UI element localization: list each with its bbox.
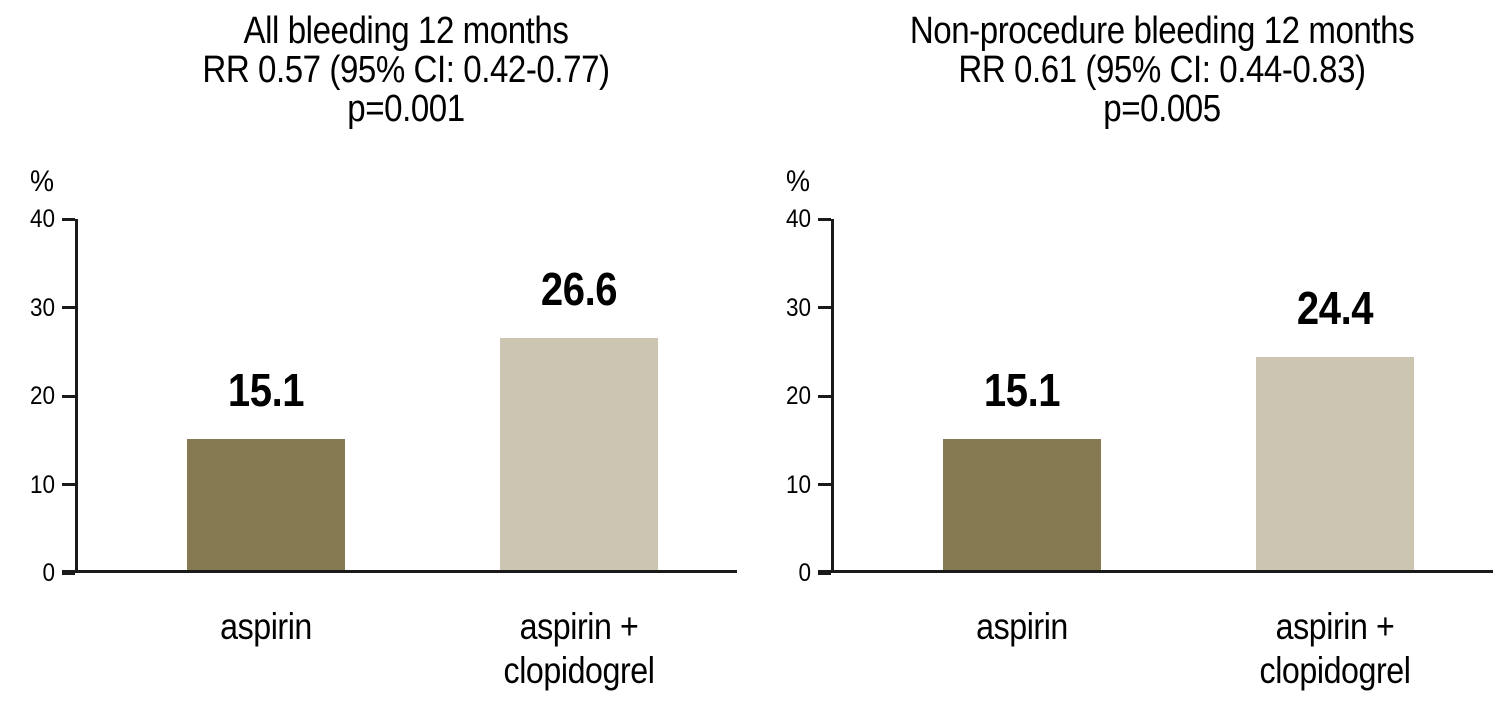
y-axis-unit-label: % xyxy=(786,165,811,198)
chart-title-line-1: All bleeding 12 months xyxy=(243,10,569,52)
y-axis-tick xyxy=(62,217,75,221)
y-axis-tick xyxy=(62,306,75,309)
y-axis-tick xyxy=(818,217,831,221)
chart-title-line-rr: RR 0.57 (95% CI: 0.42-0.77) xyxy=(202,49,610,91)
chart-title: All bleeding 12 months RR 0.57 (95% CI: … xyxy=(118,12,694,129)
y-axis-tick xyxy=(818,571,831,575)
y-axis-tick xyxy=(62,483,75,486)
y-axis-tick-label: 0 xyxy=(42,559,55,587)
y-axis-tick-label: 30 xyxy=(785,293,811,322)
y-axis-tick xyxy=(818,394,831,398)
bar-value-label-aspirin-clopidogrel: 24.4 xyxy=(1296,282,1374,335)
y-axis-unit-label: % xyxy=(30,165,55,198)
x-axis-label-aspirin: aspirin xyxy=(976,606,1068,647)
y-axis-tick xyxy=(62,394,75,398)
bar-value-label-aspirin: 15.1 xyxy=(227,364,305,417)
y-axis-tick-label: 30 xyxy=(29,293,55,322)
y-axis-tick-label: 20 xyxy=(785,382,811,410)
y-axis-tick-label: 10 xyxy=(29,470,55,499)
chart-title-line-rr: RR 0.61 (95% CI: 0.44-0.83) xyxy=(958,49,1366,91)
panel-all-bleeding: All bleeding 12 months RR 0.57 (95% CI: … xyxy=(30,12,737,691)
y-axis-line xyxy=(75,219,78,573)
bar-aspirin-clopidogrel xyxy=(500,337,658,573)
chart-title: Non-procedure bleeding 12 months RR 0.61… xyxy=(874,12,1450,129)
bar-aspirin-clopidogrel xyxy=(1256,357,1414,573)
panel-non-procedure-bleeding: Non-procedure bleeding 12 months RR 0.61… xyxy=(756,0,1512,703)
plot-area: 15.1 24.4 aspirin aspirin + clopidogrel … xyxy=(786,205,1493,691)
plot-area: 15.1 26.6 aspirin aspirin + clopidogrel … xyxy=(30,205,737,691)
chart-title-line-pvalue: p=0.001 xyxy=(347,88,465,130)
x-axis-label-aspirin-clopidogrel: aspirin + clopidogrel xyxy=(503,606,655,691)
y-axis-tick xyxy=(62,571,75,575)
y-axis-tick-label: 10 xyxy=(785,470,811,499)
y-axis-tick-label: 20 xyxy=(29,382,55,410)
chart-title-line-pvalue: p=0.005 xyxy=(1103,88,1221,130)
bar-value-label-aspirin-clopidogrel: 26.6 xyxy=(540,262,618,315)
bar-aspirin xyxy=(943,439,1101,573)
y-axis-tick-label: 0 xyxy=(798,559,811,587)
y-axis-line xyxy=(831,219,834,573)
y-axis-tick-label: 40 xyxy=(29,205,55,233)
x-axis-line xyxy=(818,570,1493,573)
y-axis-tick xyxy=(818,306,831,309)
bar-aspirin xyxy=(187,439,345,573)
y-axis-tick-label: 40 xyxy=(785,205,811,233)
x-axis-label-aspirin-clopidogrel: aspirin + clopidogrel xyxy=(1259,606,1411,691)
x-axis-line xyxy=(62,570,737,573)
x-axis-label-aspirin: aspirin xyxy=(220,606,312,647)
y-axis-tick xyxy=(818,483,831,486)
bar-value-label-aspirin: 15.1 xyxy=(983,364,1061,417)
chart-title-line-1: Non-procedure bleeding 12 months xyxy=(909,10,1415,52)
